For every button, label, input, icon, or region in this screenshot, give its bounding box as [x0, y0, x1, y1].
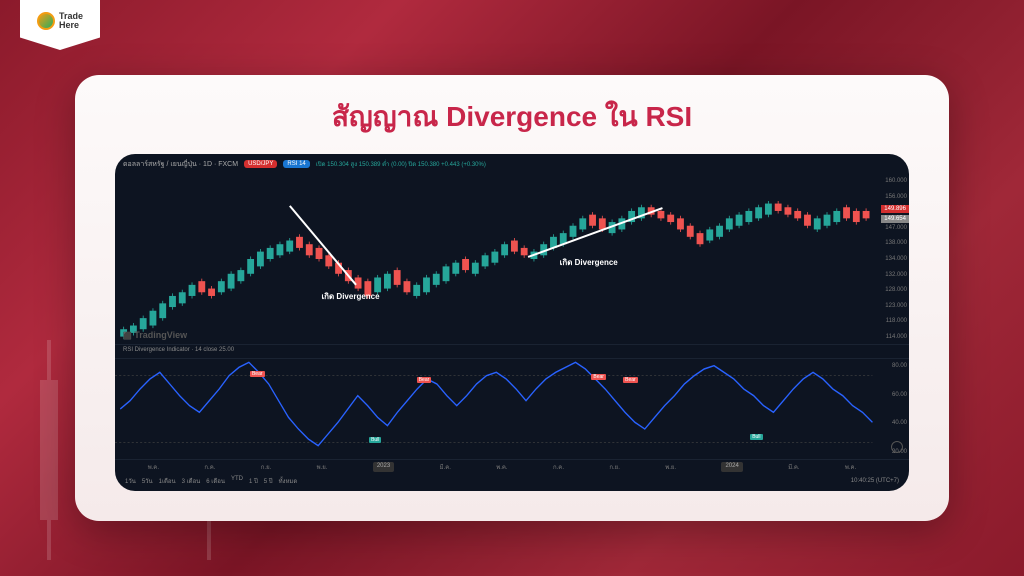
year-marker: 2023 [373, 462, 394, 472]
month-label: มี.ค. [440, 462, 451, 472]
rsi-signal-tag: Bear [623, 377, 638, 383]
range-button[interactable]: 1วัน [125, 476, 136, 486]
range-button[interactable]: 1เดือน [159, 476, 176, 486]
price-chart-panel[interactable]: 160.000156.000152.000147.000138.000134.0… [115, 174, 909, 344]
symbol-label: ดอลลาร์สหรัฐ / เยนญี่ปุ่น · 1D · FXCM [123, 159, 238, 170]
current-price-tag: 149.896 [881, 205, 909, 213]
month-label: ก.ค. [553, 462, 564, 472]
fullscreen-icon[interactable] [891, 441, 903, 453]
ohlc-text: เปิด 150.304 สูง 150.389 ต่ำ (0.00) ปิด … [316, 159, 486, 169]
rsi-header: RSI Divergence Indicator · 14 close 25.0… [115, 344, 909, 358]
price-y-axis: 160.000156.000152.000147.000138.000134.0… [875, 174, 909, 344]
logo-text: Trade Here [59, 12, 83, 30]
month-label: พ.ค. [845, 462, 856, 472]
rsi-signal-tag: Bull [369, 437, 381, 443]
range-button[interactable]: 3 เดือน [182, 476, 201, 486]
month-label: พ.ค. [496, 462, 507, 472]
timeline-months: พ.ค. ก.ค. ก.ย. พ.ย. 2023 มี.ค. พ.ค. ก.ค. ก.ย. พ.ย… [115, 460, 909, 474]
rsi-signal-tag: Bear [417, 377, 432, 383]
month-label: พ.ย. [317, 462, 328, 472]
rsi-chart-panel[interactable]: 80.0060.0040.0020.00 BearBearBullBearBea… [115, 358, 909, 459]
card-title: สัญญาณ Divergence ใน RSI [332, 95, 692, 139]
content-card: สัญญาณ Divergence ใน RSI ดอลลาร์สหรัฐ / … [75, 75, 949, 521]
clock: 10:40:25 (UTC+7) [851, 478, 899, 484]
price-candles [115, 174, 909, 344]
month-label: ก.ค. [204, 462, 215, 472]
range-button[interactable]: ทั้งหมด [279, 476, 298, 486]
symbol-pill[interactable]: USD/JPY [244, 160, 277, 168]
range-button[interactable]: 6 เดือน [206, 476, 225, 486]
rsi-signal-tag: Bear [591, 374, 606, 380]
year-marker: 2024 [721, 462, 742, 472]
indicator-pill[interactable]: RSI 14 [283, 160, 309, 168]
divergence-label: เกิด Divergence [560, 256, 618, 269]
tradingview-watermark: ⬛ TradingView [123, 330, 187, 340]
chart-header: ดอลลาร์สหรัฐ / เยนญี่ปุ่น · 1D · FXCM US… [115, 154, 909, 174]
month-label: พ.ย. [665, 462, 676, 472]
range-button[interactable]: 5วัน [142, 476, 153, 486]
divergence-label: เกิด Divergence [321, 290, 379, 303]
range-button[interactable]: 5 ปี [264, 476, 273, 486]
prev-price-tag: 149.654 [881, 215, 909, 223]
month-label: ก.ย. [261, 462, 271, 472]
rsi-line [115, 359, 909, 459]
rsi-signal-tag: Bull [750, 434, 762, 440]
logo-icon [37, 12, 55, 30]
trading-chart[interactable]: ดอลลาร์สหรัฐ / เยนญี่ปุ่น · 1D · FXCM US… [115, 154, 909, 491]
range-button[interactable]: 1 ปี [249, 476, 258, 486]
month-label: มี.ค. [788, 462, 799, 472]
month-label: พ.ค. [148, 462, 159, 472]
month-label: ก.ย. [609, 462, 619, 472]
timeline: พ.ค. ก.ค. ก.ย. พ.ย. 2023 มี.ค. พ.ค. ก.ค. ก.ย. พ.ย… [115, 459, 909, 491]
timeline-controls: 1วัน 5วัน 1เดือน 3 เดือน 6 เดือน YTD 1 ปี 5 ปี ท… [115, 474, 909, 488]
range-button[interactable]: YTD [231, 476, 243, 486]
rsi-signal-tag: Bear [250, 371, 265, 377]
